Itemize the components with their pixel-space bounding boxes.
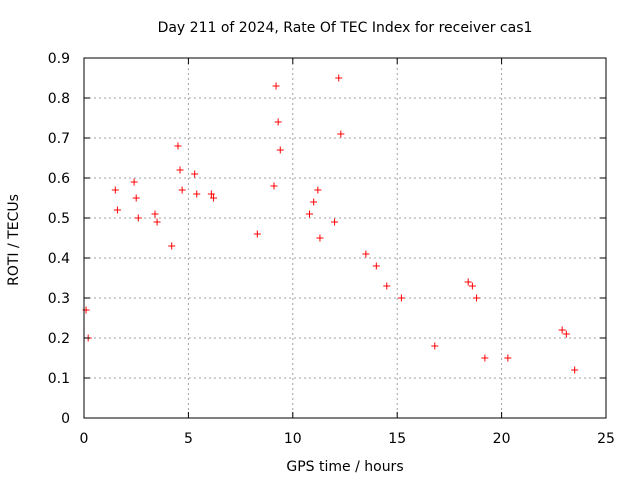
data-point (178, 186, 186, 194)
data-point (174, 142, 182, 150)
data-point (362, 250, 370, 258)
x-axis-label: GPS time / hours (286, 459, 403, 475)
data-point (193, 190, 201, 198)
data-point (207, 190, 215, 198)
data-point (468, 282, 476, 290)
x-tick-labels: 0 5 10 15 20 25 (80, 431, 615, 447)
grid-lines (84, 58, 606, 418)
data-point (562, 330, 570, 338)
data-point (151, 210, 159, 218)
data-point (314, 186, 322, 194)
y-tick-label: 0.1 (48, 371, 70, 387)
data-point (310, 198, 318, 206)
data-point (132, 194, 140, 202)
x-tick-label: 25 (597, 431, 615, 447)
x-tick-label: 5 (184, 431, 193, 447)
data-point (130, 178, 138, 186)
y-tick-label: 0.3 (48, 291, 70, 307)
data-point (272, 82, 280, 90)
plot-frame (83, 57, 607, 419)
data-point (464, 278, 472, 286)
y-tick-labels: 0 0.1 0.2 0.3 0.4 0.5 0.6 0.7 0.8 0.9 (48, 51, 70, 427)
y-tick-label: 0.4 (48, 251, 70, 267)
y-tick-label: 0.8 (48, 91, 70, 107)
axis-ticks (83, 57, 607, 419)
data-point (481, 354, 489, 362)
chart-title: Day 211 of 2024, Rate Of TEC Index for r… (158, 20, 533, 36)
data-point (397, 294, 405, 302)
data-points (82, 74, 579, 374)
data-point (270, 182, 278, 190)
data-point (153, 218, 161, 226)
data-point (473, 294, 481, 302)
data-point (372, 262, 380, 270)
data-point (431, 342, 439, 350)
data-point (383, 282, 391, 290)
data-point (306, 210, 314, 218)
data-point (168, 242, 176, 250)
data-point (504, 354, 512, 362)
y-axis-label: ROTI / TECUs (6, 194, 22, 286)
x-tick-label: 10 (284, 431, 302, 447)
data-point (276, 146, 284, 154)
x-tick-label: 20 (493, 431, 511, 447)
x-tick-label: 0 (80, 431, 89, 447)
y-tick-label: 0 (61, 411, 70, 427)
data-point (134, 214, 142, 222)
data-point (316, 234, 324, 242)
x-tick-label: 15 (388, 431, 406, 447)
y-tick-label: 0.7 (48, 131, 70, 147)
data-point (253, 230, 261, 238)
y-tick-label: 0.2 (48, 331, 70, 347)
data-point (571, 366, 579, 374)
y-tick-label: 0.9 (48, 51, 70, 67)
data-point (337, 130, 345, 138)
data-point (209, 194, 217, 202)
data-point (331, 218, 339, 226)
data-point (335, 74, 343, 82)
y-tick-label: 0.6 (48, 171, 70, 187)
y-tick-label: 0.5 (48, 211, 70, 227)
data-point (113, 206, 121, 214)
data-point (111, 186, 119, 194)
data-point (274, 118, 282, 126)
data-point (558, 326, 566, 334)
data-point (191, 170, 199, 178)
data-point (176, 166, 184, 174)
